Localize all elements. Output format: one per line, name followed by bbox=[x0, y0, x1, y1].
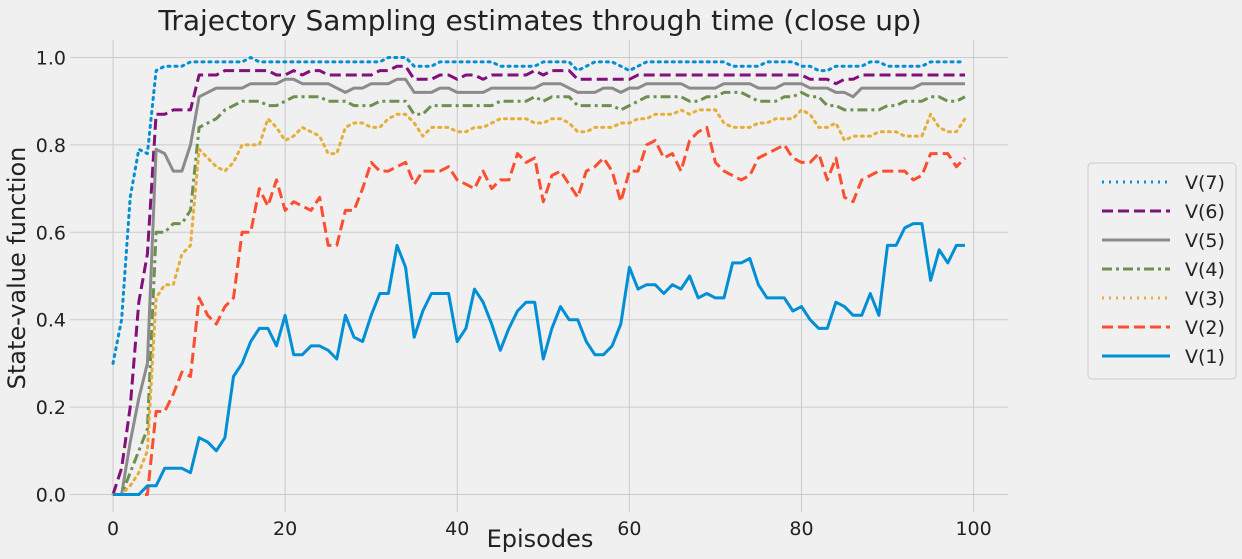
series-line-v3 bbox=[111, 108, 967, 496]
y-tick-label-5: 1.0 bbox=[36, 47, 66, 69]
chart-title: Trajectory Sampling estimates through ti… bbox=[157, 4, 921, 37]
series-line-v7 bbox=[111, 56, 967, 365]
series-layer bbox=[111, 56, 967, 496]
series-line-v4 bbox=[113, 90, 966, 496]
legend-label-v3: V(3) bbox=[1185, 288, 1225, 310]
y-tick-label-4: 0.8 bbox=[36, 135, 66, 157]
x-tick-label-2: 40 bbox=[445, 518, 469, 540]
series-line-v1 bbox=[113, 222, 965, 496]
y-tick-label-3: 0.6 bbox=[36, 222, 66, 244]
x-tick-label-5: 100 bbox=[955, 518, 991, 540]
x-tick-label-1: 20 bbox=[273, 518, 297, 540]
x-axis-label: Episodes bbox=[487, 525, 594, 553]
legend-box bbox=[1087, 162, 1237, 380]
legend-label-v6: V(6) bbox=[1185, 201, 1225, 223]
legend-label-v2: V(2) bbox=[1185, 317, 1225, 339]
y-axis-label: State-value function bbox=[3, 147, 31, 390]
x-tick-label-4: 80 bbox=[789, 518, 813, 540]
ticks: 0 20 40 60 80 100 0.0 0.2 0.4 0.6 0.8 1.0 bbox=[36, 47, 992, 540]
legend-label-v5: V(5) bbox=[1185, 230, 1225, 252]
series-line-v2 bbox=[113, 125, 967, 496]
x-tick-label-0: 0 bbox=[107, 518, 119, 540]
series-line-v6 bbox=[111, 64, 965, 495]
series-line-v5 bbox=[113, 77, 965, 496]
legend-label-v7: V(7) bbox=[1185, 172, 1225, 194]
legend-label-v1: V(1) bbox=[1185, 346, 1225, 368]
x-tick-label-3: 60 bbox=[617, 518, 641, 540]
y-tick-label-0: 0.0 bbox=[36, 485, 66, 507]
y-tick-label-1: 0.2 bbox=[36, 397, 66, 419]
legend-label-v4: V(4) bbox=[1185, 259, 1225, 281]
grid bbox=[70, 40, 1008, 512]
legend: V(7) V(6) V(5) V(4) V(3) V(2) V(1) bbox=[1087, 162, 1237, 380]
y-tick-label-2: 0.4 bbox=[36, 310, 66, 332]
